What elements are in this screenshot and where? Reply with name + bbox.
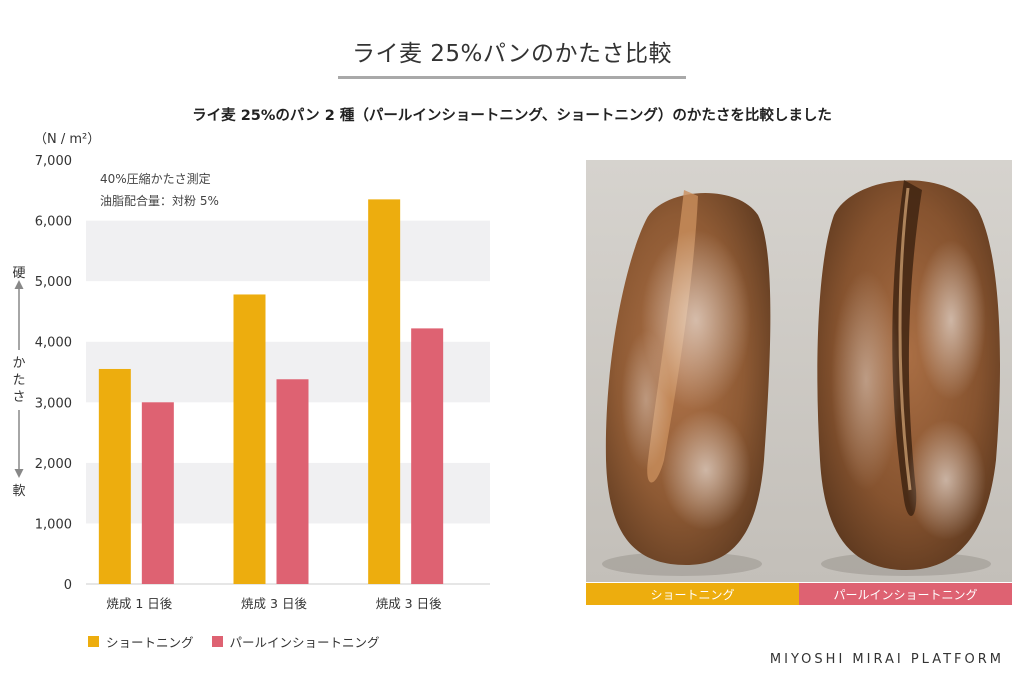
plot-band — [86, 160, 490, 221]
soft-label: 軟 — [12, 484, 26, 499]
title-underline — [338, 76, 686, 79]
y-tick-label: 1,000 — [35, 517, 72, 532]
x-tick-label: 焼成 3 日後 — [376, 596, 442, 611]
bread-loaf-right — [817, 180, 1001, 576]
legend-swatch-shortening — [88, 636, 99, 647]
hard-label: 硬 — [12, 266, 26, 281]
chart-note-measurement: 40%圧縮かたさ測定 — [100, 172, 211, 186]
x-tick-label: 焼成 1 日後 — [106, 596, 172, 611]
legend-item-pearl-in-shortening: パールインショートニング — [211, 632, 380, 651]
y-tick-label: 4,000 — [35, 336, 72, 351]
bar-pearl-in-shortening — [411, 328, 444, 584]
legend-item-shortening: ショートニング — [88, 632, 194, 651]
hardness-arrow-icon — [14, 280, 24, 478]
y-tick-label: 6,000 — [35, 215, 72, 230]
chart-legend: ショートニング パールインショートニング — [88, 632, 398, 651]
legend-label-pearl-in-shortening: パールインショートニング — [229, 635, 380, 650]
y-tick-label: 5,000 — [35, 275, 72, 290]
chart-subtitle: ライ麦 25%のパン 2 種（パールインショートニング、ショートニング）のかたさ… — [192, 108, 832, 124]
bar-shortening — [233, 294, 266, 584]
plot-band — [86, 220, 490, 282]
y-tick-label: 0 — [64, 578, 72, 593]
legend-label-shortening: ショートニング — [106, 635, 194, 650]
photo-label-shortening: ショートニング — [586, 583, 799, 605]
bar-pearl-in-shortening — [276, 379, 309, 584]
legend-swatch-pearl-in-shortening — [211, 636, 223, 647]
bread-loaf-left — [602, 190, 771, 576]
brand-footer: MIYOSHI MIRAI PLATFORM — [769, 652, 1004, 667]
hardness-axis-label: かたさ — [12, 356, 26, 405]
y-tick-label: 7,000 — [35, 154, 72, 169]
y-axis-unit: （N / m²） — [34, 132, 101, 147]
page-title: ライ麦 25%パンのかたさ比較 — [351, 41, 673, 67]
y-tick-label: 2,000 — [35, 457, 72, 472]
bar-shortening — [368, 199, 401, 584]
bar-shortening — [98, 368, 131, 584]
y-tick-label: 3,000 — [35, 396, 72, 411]
bar-chart: 0 1,000 2,000 3,000 4,000 5,000 6,000 7,000 焼成 1… — [35, 154, 490, 611]
bread-photo — [586, 160, 1012, 582]
chart-note-fat-ratio: 油脂配合量：対粉 5% — [100, 194, 219, 208]
bar-pearl-in-shortening — [141, 402, 174, 584]
photo-label-pearl-in-shortening: パールインショートニング — [799, 583, 1012, 605]
x-tick-label: 焼成 3 日後 — [241, 596, 307, 611]
